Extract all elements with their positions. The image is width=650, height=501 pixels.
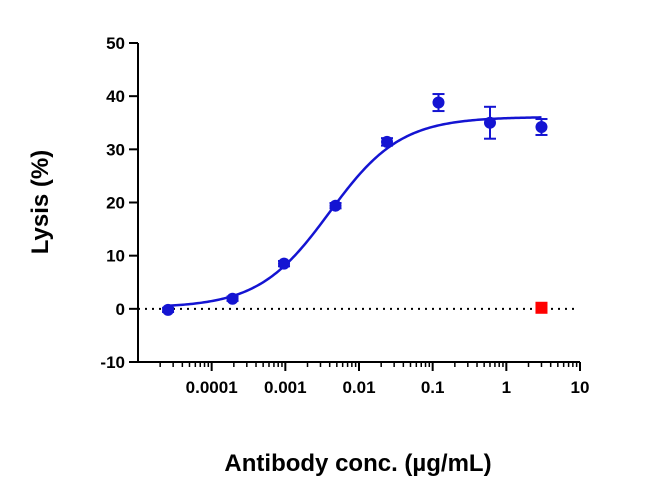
y-tick-label: 0 bbox=[116, 300, 125, 319]
data-point-square bbox=[535, 301, 548, 314]
y-tick-label: 20 bbox=[106, 194, 125, 213]
y-axis-title: Lysis (%) bbox=[27, 150, 54, 254]
data-point bbox=[535, 121, 548, 134]
x-tick-label: 0.0001 bbox=[186, 378, 238, 397]
y-tick-label: 40 bbox=[106, 87, 125, 106]
x-tick-label: 1 bbox=[502, 378, 511, 397]
x-tick-label: 0.1 bbox=[421, 378, 445, 397]
x-tick-label: 0.001 bbox=[264, 378, 307, 397]
data-point bbox=[432, 96, 445, 109]
data-point bbox=[483, 116, 496, 129]
data-point bbox=[381, 135, 394, 148]
data-point bbox=[226, 292, 239, 305]
y-tick-label: 10 bbox=[106, 247, 125, 266]
x-axis-title: Antibody conc. (µg/mL) bbox=[224, 450, 491, 477]
data-point bbox=[162, 303, 175, 316]
x-tick-label: 0.01 bbox=[342, 378, 375, 397]
y-tick-label: 30 bbox=[106, 140, 125, 159]
data-point bbox=[329, 199, 342, 212]
fit-curve bbox=[167, 116, 542, 308]
y-tick-label: 50 bbox=[106, 34, 125, 53]
x-tick-label: 10 bbox=[571, 378, 590, 397]
y-tick-label: -10 bbox=[100, 353, 125, 372]
data-point bbox=[278, 257, 291, 270]
